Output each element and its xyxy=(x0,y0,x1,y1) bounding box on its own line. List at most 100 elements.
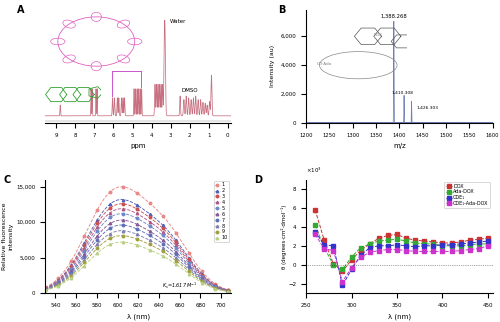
3 xyxy=(131,205,137,209)
6 xyxy=(132,222,138,225)
2 xyxy=(132,202,138,206)
DOX xyxy=(422,239,428,243)
3 xyxy=(42,287,48,290)
DOX xyxy=(412,238,418,242)
DOX xyxy=(366,242,372,246)
Text: C: C xyxy=(4,175,11,185)
DOX xyxy=(330,262,336,266)
5 xyxy=(144,222,150,226)
Ada-DOX xyxy=(422,242,428,246)
CDE₁ xyxy=(403,244,409,248)
DOX xyxy=(440,241,446,245)
DOX xyxy=(340,270,345,273)
CDE₁-Ada-DOX xyxy=(485,244,491,248)
1 xyxy=(132,190,138,194)
9 xyxy=(132,236,138,240)
CDE₁ xyxy=(467,241,473,245)
2 xyxy=(131,201,137,205)
CDE₁ xyxy=(385,244,391,248)
7 xyxy=(195,274,201,278)
Line: CDE₁: CDE₁ xyxy=(313,230,490,288)
CDE₁ xyxy=(448,243,454,247)
CDE₁-Ada-DOX xyxy=(430,250,436,253)
CDE₁ xyxy=(422,244,428,248)
CDE₁-Ada-DOX xyxy=(312,232,318,236)
Line: 6: 6 xyxy=(44,219,232,293)
CDE₁-Ada-DOX xyxy=(403,249,409,252)
CDE₁ xyxy=(430,244,436,248)
8 xyxy=(132,232,138,236)
CDE₁ xyxy=(348,268,354,271)
9 xyxy=(131,236,137,240)
1 xyxy=(224,288,230,292)
DOX xyxy=(403,236,409,240)
X-axis label: λ (nm): λ (nm) xyxy=(388,313,411,320)
6 xyxy=(224,289,230,293)
6 xyxy=(131,221,137,225)
6 xyxy=(42,287,48,291)
3 xyxy=(118,202,124,206)
7 xyxy=(228,290,234,294)
Ada-DOX xyxy=(376,239,382,243)
3 xyxy=(154,221,160,224)
DOX xyxy=(348,258,354,262)
CDE₁ xyxy=(476,240,482,244)
Line: 4: 4 xyxy=(44,207,232,292)
Text: $\times 10^3$: $\times 10^3$ xyxy=(306,166,322,175)
4 xyxy=(131,210,137,214)
Ada-DOX xyxy=(412,241,418,245)
CDE₁-Ada-DOX xyxy=(440,250,446,253)
9 xyxy=(144,241,150,245)
8 xyxy=(224,289,230,293)
CDE₁ xyxy=(321,243,327,247)
Ada-DOX xyxy=(403,239,409,243)
Ada-DOX xyxy=(476,242,482,246)
9 xyxy=(228,290,234,294)
DOX xyxy=(476,237,482,241)
CDE₁-Ada-DOX xyxy=(458,249,464,252)
CDE₁-Ada-DOX xyxy=(422,250,428,253)
7 xyxy=(132,226,138,230)
DOX xyxy=(458,240,464,244)
10 xyxy=(154,251,160,255)
10 xyxy=(132,242,138,246)
10 xyxy=(195,279,201,282)
3 xyxy=(144,213,150,217)
Ada-DOX xyxy=(430,242,436,246)
5 xyxy=(228,289,234,293)
Line: 7: 7 xyxy=(44,224,232,293)
Ada-DOX xyxy=(385,238,391,242)
Text: B: B xyxy=(278,5,285,15)
Ada-DOX xyxy=(485,242,491,246)
7 xyxy=(144,232,150,236)
2 xyxy=(154,217,160,221)
1 xyxy=(118,185,124,189)
CDE₁ xyxy=(485,239,491,243)
DOX xyxy=(376,236,382,240)
Ada-DOX xyxy=(467,243,473,247)
CDE₁-Ada-DOX xyxy=(467,248,473,251)
4 xyxy=(132,211,138,215)
7 xyxy=(118,223,124,227)
CDE₁-Ada-DOX xyxy=(330,249,336,252)
3 xyxy=(132,206,138,210)
X-axis label: λ (nm): λ (nm) xyxy=(126,313,150,320)
8 xyxy=(228,290,234,294)
Legend: DOX, Ada-DOX, CDE₁, CDE₁-Ada-DOX: DOX, Ada-DOX, CDE₁, CDE₁-Ada-DOX xyxy=(444,182,490,208)
1 xyxy=(228,289,234,293)
5 xyxy=(132,215,138,219)
5 xyxy=(131,215,137,219)
CDE₁-Ada-DOX xyxy=(321,247,327,251)
Text: A: A xyxy=(17,5,24,15)
CDE₁-Ada-DOX xyxy=(358,255,364,259)
CDE₁ xyxy=(394,243,400,247)
10 xyxy=(224,289,230,293)
CDE₁-Ada-DOX xyxy=(340,280,345,284)
1 xyxy=(154,207,160,211)
CDE₁-Ada-DOX xyxy=(448,250,454,253)
CDE₁ xyxy=(412,245,418,249)
6 xyxy=(195,273,201,277)
Legend: 1, 2, 3, 4, 5, 6, 7, 8, 9, 10: 1, 2, 3, 4, 5, 6, 7, 8, 9, 10 xyxy=(214,181,229,242)
DOX xyxy=(358,249,364,252)
3 xyxy=(195,269,201,273)
